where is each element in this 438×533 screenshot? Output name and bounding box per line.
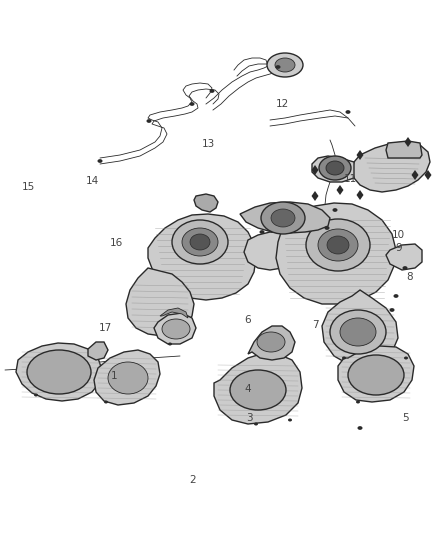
Ellipse shape bbox=[190, 234, 210, 250]
Ellipse shape bbox=[325, 226, 329, 230]
Polygon shape bbox=[312, 156, 354, 182]
Text: 6: 6 bbox=[244, 315, 251, 325]
Text: 5: 5 bbox=[402, 414, 409, 423]
Polygon shape bbox=[94, 350, 160, 405]
Ellipse shape bbox=[27, 350, 91, 394]
Text: 10: 10 bbox=[392, 230, 405, 239]
Polygon shape bbox=[148, 214, 256, 300]
Ellipse shape bbox=[330, 310, 386, 354]
Ellipse shape bbox=[393, 294, 399, 298]
Ellipse shape bbox=[340, 318, 376, 346]
Text: 12: 12 bbox=[276, 99, 289, 109]
Ellipse shape bbox=[190, 102, 194, 106]
Ellipse shape bbox=[346, 110, 350, 114]
Polygon shape bbox=[357, 150, 364, 160]
Ellipse shape bbox=[319, 156, 351, 180]
Ellipse shape bbox=[288, 418, 292, 422]
Polygon shape bbox=[240, 202, 330, 233]
Polygon shape bbox=[386, 141, 422, 158]
Ellipse shape bbox=[259, 230, 265, 234]
Polygon shape bbox=[214, 353, 302, 424]
Ellipse shape bbox=[209, 89, 215, 93]
Polygon shape bbox=[386, 244, 422, 270]
Polygon shape bbox=[336, 185, 343, 195]
Ellipse shape bbox=[254, 423, 258, 425]
Polygon shape bbox=[126, 268, 194, 336]
Text: 16: 16 bbox=[110, 238, 123, 247]
Polygon shape bbox=[248, 326, 295, 360]
Polygon shape bbox=[322, 290, 398, 366]
Text: 2: 2 bbox=[189, 475, 196, 484]
Ellipse shape bbox=[327, 236, 349, 254]
Polygon shape bbox=[357, 190, 364, 200]
Text: 7: 7 bbox=[312, 320, 319, 330]
Polygon shape bbox=[244, 232, 298, 270]
Ellipse shape bbox=[271, 209, 295, 227]
Ellipse shape bbox=[162, 319, 190, 339]
Ellipse shape bbox=[34, 393, 38, 397]
Ellipse shape bbox=[230, 370, 286, 410]
Text: 3: 3 bbox=[246, 414, 253, 423]
Text: 15: 15 bbox=[22, 182, 35, 191]
Polygon shape bbox=[194, 194, 218, 212]
Polygon shape bbox=[311, 191, 318, 201]
Ellipse shape bbox=[356, 400, 360, 403]
Polygon shape bbox=[405, 137, 411, 147]
Polygon shape bbox=[154, 313, 196, 344]
Ellipse shape bbox=[275, 58, 295, 72]
Polygon shape bbox=[311, 165, 318, 175]
Ellipse shape bbox=[326, 161, 344, 175]
Polygon shape bbox=[338, 346, 414, 402]
Text: 9: 9 bbox=[395, 243, 402, 253]
Ellipse shape bbox=[146, 119, 152, 123]
Ellipse shape bbox=[404, 357, 408, 359]
Text: 8: 8 bbox=[406, 272, 413, 282]
Polygon shape bbox=[160, 308, 188, 318]
Ellipse shape bbox=[332, 208, 338, 212]
Ellipse shape bbox=[267, 53, 303, 77]
Ellipse shape bbox=[98, 159, 102, 163]
Polygon shape bbox=[16, 343, 102, 401]
Ellipse shape bbox=[276, 65, 280, 69]
Polygon shape bbox=[88, 342, 108, 360]
Ellipse shape bbox=[389, 308, 395, 312]
Polygon shape bbox=[352, 142, 430, 192]
Ellipse shape bbox=[403, 266, 407, 270]
Ellipse shape bbox=[348, 355, 404, 395]
Ellipse shape bbox=[108, 362, 148, 394]
Polygon shape bbox=[411, 170, 418, 180]
Ellipse shape bbox=[172, 220, 228, 264]
Text: 1: 1 bbox=[110, 371, 117, 381]
Ellipse shape bbox=[306, 219, 370, 271]
Polygon shape bbox=[276, 203, 396, 304]
Ellipse shape bbox=[168, 343, 172, 345]
Ellipse shape bbox=[104, 400, 108, 403]
Ellipse shape bbox=[182, 228, 218, 256]
Ellipse shape bbox=[261, 202, 305, 234]
Text: 17: 17 bbox=[99, 323, 112, 333]
Text: 14: 14 bbox=[85, 176, 99, 186]
Text: 4: 4 bbox=[244, 384, 251, 394]
Ellipse shape bbox=[342, 357, 346, 359]
Text: 11: 11 bbox=[344, 174, 357, 183]
Polygon shape bbox=[424, 170, 431, 180]
Text: 13: 13 bbox=[201, 139, 215, 149]
Ellipse shape bbox=[318, 229, 358, 261]
Ellipse shape bbox=[357, 426, 363, 430]
Ellipse shape bbox=[257, 332, 285, 352]
